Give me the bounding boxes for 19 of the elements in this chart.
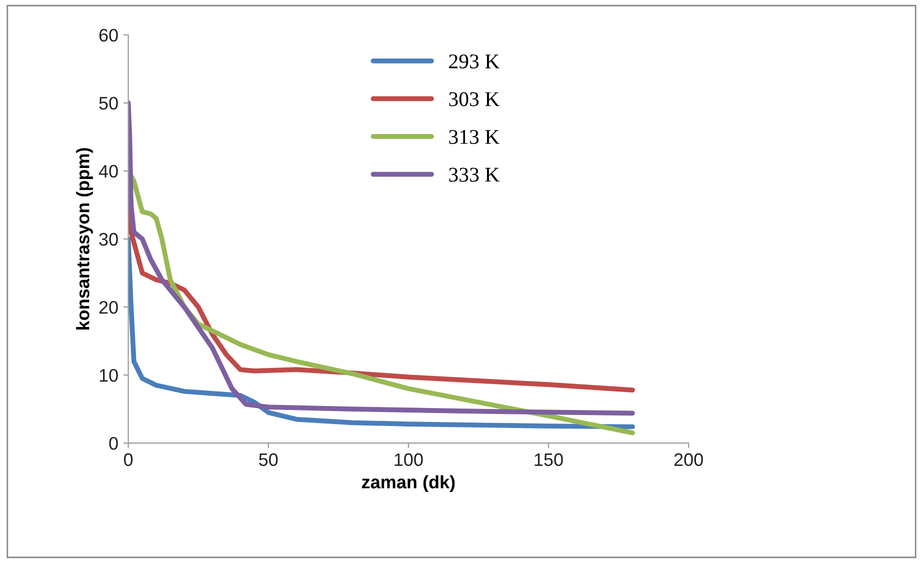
y-tick-label: 20 [99,300,118,314]
x-tick-label: 150 [534,453,563,466]
y-tick-label: 60 [99,28,118,42]
line-series [128,236,635,430]
legend-label: 313 K [449,130,500,144]
y-axis-title: konsantrasyon (ppm) [76,148,93,330]
x-tick-label: 0 [124,453,133,466]
legend-label: 293 K [449,54,500,68]
y-tick-label: 30 [99,232,118,246]
x-axis-title: zaman (dk) [362,475,455,492]
x-tick-label: 200 [674,453,703,466]
x-tick-label: 100 [394,453,423,466]
x-tick-label: 50 [259,453,278,466]
y-tick-label: 50 [99,96,118,110]
y-tick-label: 0 [109,437,118,450]
legend-label: 303 K [449,92,500,106]
y-tick-label: 40 [98,164,118,178]
legend-label: 333 K [449,168,500,182]
y-tick-label: 10 [100,368,118,382]
